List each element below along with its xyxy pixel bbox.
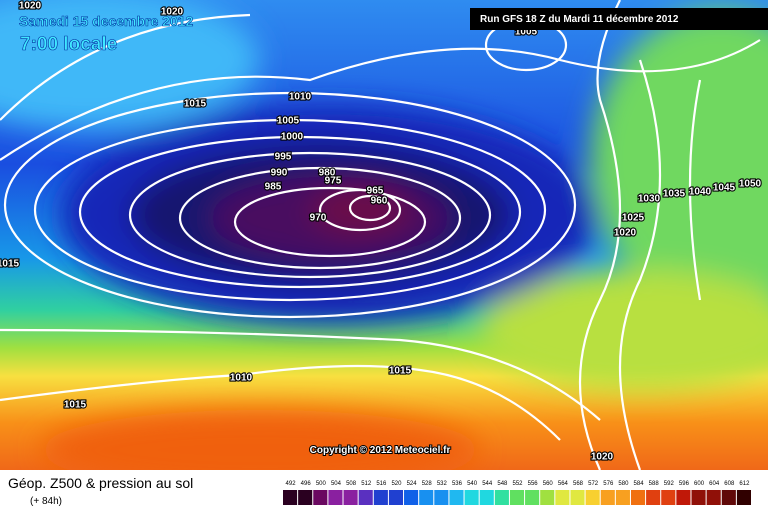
isobar-label: 1025 <box>622 213 645 224</box>
scale-swatch <box>494 490 509 505</box>
isobar-label: 1020 <box>19 1 42 12</box>
scale-swatch <box>419 490 434 505</box>
scale-label: 600 <box>694 481 705 487</box>
isobar-label: 1030 <box>638 194 661 205</box>
isobar-label: 970 <box>310 213 327 224</box>
isobar-label: 1020 <box>161 7 184 18</box>
scale-label: 604 <box>709 481 720 487</box>
scale-swatch <box>630 490 646 505</box>
isobar-label: 1015 <box>184 99 207 110</box>
scale-swatch <box>404 490 419 505</box>
scale-label: 544 <box>482 481 493 487</box>
legend-lead: (+ 84h) <box>30 496 62 507</box>
scale-swatch <box>358 490 373 505</box>
scale-label: 512 <box>361 481 372 487</box>
scale-label: 516 <box>376 481 387 487</box>
scale-label: 592 <box>664 481 675 487</box>
scale-label: 508 <box>346 481 357 487</box>
scale-swatch <box>555 490 570 505</box>
scale-label: 540 <box>467 481 478 487</box>
scale-swatch <box>585 490 600 505</box>
isobar-label: 1040 <box>689 187 712 198</box>
scale-label: 588 <box>649 481 660 487</box>
scale-swatch <box>449 490 464 505</box>
scale-label: 608 <box>724 481 735 487</box>
scale-swatch <box>676 490 691 505</box>
scale-label: 528 <box>422 481 433 487</box>
scale-label: 532 <box>437 481 448 487</box>
isobar-label: 980 <box>319 168 336 179</box>
scale-label: 568 <box>573 481 584 487</box>
scale-swatch <box>570 490 585 505</box>
isobar-label: 995 <box>275 152 292 163</box>
isobar-label: 1020 <box>591 452 614 463</box>
scale-label: 576 <box>603 481 614 487</box>
scale-label: 520 <box>391 481 402 487</box>
scale-swatch <box>328 490 343 505</box>
scale-label: 612 <box>739 481 750 487</box>
scale-swatch <box>313 490 328 505</box>
map-time: 7:00 locale <box>20 34 117 55</box>
isobar-label: 1010 <box>230 373 253 384</box>
map-date: Samedi 15 decembre 2012 <box>19 13 194 29</box>
isobar-label: 1015 <box>389 366 412 377</box>
scale-swatch <box>434 490 449 505</box>
scale-swatch <box>343 490 358 505</box>
isobar-label: 1015 <box>64 400 87 411</box>
isobar-label: 990 <box>271 168 288 179</box>
color-scale: 492 496 500 504 508 512 516 520 524 528 532 536 540 5… <box>283 481 751 505</box>
scale-swatch <box>661 490 676 505</box>
run-info: Run GFS 18 Z du Mardi 11 décembre 2012 <box>480 14 679 25</box>
scale-swatch <box>509 490 525 505</box>
isobar-label: 1050 <box>739 179 762 190</box>
legend-title: Géop. Z500 & pression au sol <box>8 475 193 491</box>
scale-label: 572 <box>588 481 599 487</box>
isobar-label: 985 <box>265 182 282 193</box>
isobar-label: 1010 <box>289 92 312 103</box>
scale-swatch <box>721 490 736 505</box>
scale-label: 536 <box>452 481 463 487</box>
scale-label: 584 <box>634 481 645 487</box>
scale-label: 500 <box>316 481 327 487</box>
isobar-label: 1020 <box>614 228 637 239</box>
map-area: 1020102010051015101010051000995990985980… <box>0 0 768 470</box>
isobar-label: 960 <box>371 196 388 207</box>
scale-swatch <box>525 490 540 505</box>
scale-swatch <box>615 490 630 505</box>
scale-swatch <box>540 490 555 505</box>
isobar-label: 1000 <box>281 132 304 143</box>
scale-swatch <box>691 490 706 505</box>
scale-swatch <box>283 490 298 505</box>
isobar-label: 1015 <box>0 259 20 270</box>
scale-swatch <box>464 490 479 505</box>
isobars <box>0 0 760 470</box>
scale-label: 560 <box>543 481 554 487</box>
scale-swatch <box>373 490 388 505</box>
scale-label: 564 <box>558 481 569 487</box>
isobar-label: 975 <box>325 176 342 187</box>
scale-label: 580 <box>618 481 629 487</box>
scale-label: 504 <box>331 481 342 487</box>
scale-swatch <box>600 490 615 505</box>
scale-label: 496 <box>301 481 312 487</box>
scale-swatch <box>646 490 661 505</box>
scale-label: 552 <box>512 481 523 487</box>
copyright: Copyright © 2012 Meteociel.fr <box>310 445 451 456</box>
isobar-label: 965 <box>367 186 384 197</box>
scale-swatch <box>479 490 494 505</box>
isobar-label: 1045 <box>713 183 736 194</box>
isobar-label: 1005 <box>277 116 300 127</box>
scale-swatch <box>736 490 751 505</box>
scale-swatch <box>706 490 721 505</box>
scale-label: 548 <box>497 481 508 487</box>
scale-swatch <box>388 490 404 505</box>
scale-label: 556 <box>528 481 539 487</box>
scale-label: 596 <box>679 481 690 487</box>
isobar-label: 1035 <box>663 189 686 200</box>
scale-label: 524 <box>407 481 418 487</box>
scale-swatch <box>298 490 313 505</box>
scale-label: 492 <box>286 481 297 487</box>
